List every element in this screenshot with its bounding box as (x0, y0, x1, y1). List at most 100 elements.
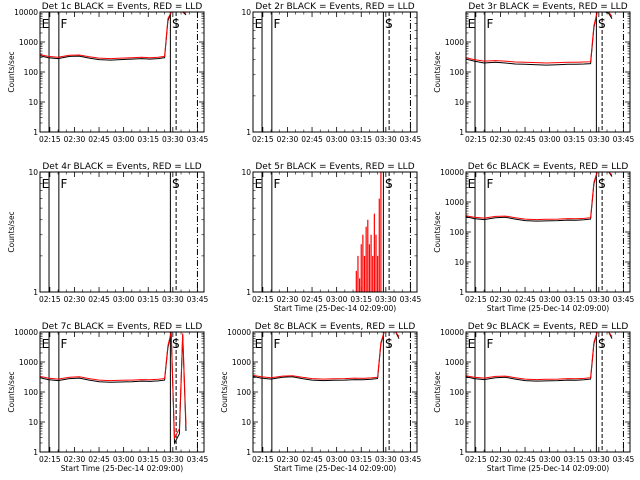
plot-area (466, 12, 613, 66)
y-tick-label: 1 (33, 448, 38, 457)
panel-title: Det 2r BLACK = Events, RED = LLD (255, 2, 414, 12)
x-tick-label: 02:15 (465, 455, 487, 464)
plot-area (40, 332, 187, 445)
events-line (466, 12, 613, 66)
marker-letter: F (61, 337, 68, 351)
panel-title: Det 3r BLACK = Events, RED = LLD (468, 2, 627, 12)
marker-letter: S (598, 177, 606, 191)
panel-det-2: Det 2r BLACK = Events, RED = LLD 1 10 02:15… (241, 2, 421, 144)
x-axis-label: Start Time (25-Dec-14 02:09:00) (274, 304, 396, 313)
x-tick-label: 03:45 (187, 135, 209, 144)
x-tick-label: 02:15 (252, 135, 274, 144)
y-tick-label: 10 (241, 168, 251, 177)
panel-title: Det 1c BLACK = Events, RED = LLD (42, 2, 203, 12)
panel-det-5: Det 5r BLACK = Events, RED = LLD 1 10 02:15… (241, 162, 421, 313)
marker-letter: E (255, 337, 263, 351)
y-tick-label: 100 (24, 388, 39, 397)
y-tick-label: 100 (450, 388, 465, 397)
marker-letter: S (172, 17, 180, 31)
marker-letter: S (172, 177, 180, 191)
events-line (253, 332, 400, 382)
plot-area (253, 332, 400, 382)
y-tick-label: 10000 (14, 328, 38, 337)
marker-letter: F (61, 177, 68, 191)
x-tick-label: 03:15 (350, 455, 372, 464)
marker-letter: F (487, 17, 494, 31)
plot-frame (252, 11, 418, 133)
marker-letter: E (468, 337, 476, 351)
y-tick-label: 10 (241, 8, 251, 17)
y-tick-label: 10 (28, 98, 38, 107)
lld-line (466, 332, 613, 381)
events-line (40, 12, 187, 61)
x-tick-label: 02:15 (39, 295, 61, 304)
y-axis-label: Counts/sec (7, 211, 16, 252)
x-tick-label: 02:45 (301, 455, 323, 464)
plot-frame (465, 171, 631, 293)
y-tick-label: 10 (28, 168, 38, 177)
x-tick-label: 03:00 (539, 295, 561, 304)
x-tick-label: 02:45 (301, 135, 323, 144)
panel-det-9: Det 9c BLACK = Events, RED = LLD 1 10 100 10… (433, 322, 634, 473)
y-axis-label: Counts/sec (7, 51, 16, 92)
x-tick-label: 03:00 (113, 295, 135, 304)
y-tick-label: 10 (454, 258, 464, 267)
x-axis-label: Start Time (25-Dec-14 02:09:00) (274, 464, 396, 473)
marker-letter: E (468, 177, 476, 191)
x-tick-label: 03:15 (137, 455, 159, 464)
marker-letter: F (487, 177, 494, 191)
y-tick-label: 10000 (440, 168, 464, 177)
x-tick-label: 03:15 (350, 295, 372, 304)
marker-letter: E (255, 177, 263, 191)
y-axis-label: Counts/sec (7, 371, 16, 412)
x-tick-label: 03:00 (539, 135, 561, 144)
panel-det-8: Det 8c BLACK = Events, RED = LLD 1 10 100 10… (220, 322, 421, 473)
panel-det-4: Det 4r BLACK = Events, RED = LLD 1 10 02:15… (7, 162, 208, 304)
y-tick-label: 100 (450, 228, 465, 237)
y-tick-label: 1 (246, 448, 251, 457)
marker-letter: S (598, 17, 606, 31)
x-tick-label: 02:15 (252, 295, 274, 304)
y-tick-label: 10 (454, 418, 464, 427)
x-axis-label: Start Time (25-Dec-14 02:09:00) (487, 304, 609, 313)
x-tick-label: 03:00 (113, 455, 135, 464)
y-tick-label: 1 (33, 288, 38, 297)
x-tick-label: 03:15 (137, 295, 159, 304)
y-tick-label: 10000 (227, 328, 251, 337)
x-tick-label: 03:15 (563, 455, 585, 464)
plot-area (40, 12, 187, 61)
marker-letter: S (385, 337, 393, 351)
y-tick-label: 10000 (14, 8, 38, 17)
marker-letter: S (385, 177, 393, 191)
lld-line (40, 332, 187, 440)
plot-frame (39, 11, 205, 133)
x-tick-label: 03:15 (137, 135, 159, 144)
marker-letter: E (42, 17, 50, 31)
x-tick-label: 03:45 (400, 295, 422, 304)
x-tick-label: 03:30 (588, 135, 610, 144)
x-tick-label: 02:30 (490, 455, 512, 464)
x-tick-label: 02:15 (39, 455, 61, 464)
x-tick-label: 03:00 (113, 135, 135, 144)
x-tick-label: 02:30 (490, 135, 512, 144)
plot-area (466, 332, 613, 382)
y-tick-label: 10 (241, 418, 251, 427)
panel-title: Det 6c BLACK = Events, RED = LLD (468, 162, 629, 172)
x-tick-label: 03:45 (613, 295, 635, 304)
plot-frame (465, 331, 631, 453)
x-tick-label: 03:30 (375, 455, 397, 464)
lld-line (253, 332, 400, 380)
y-tick-label: 1 (246, 288, 251, 297)
marker-letter: E (468, 17, 476, 31)
x-tick-label: 02:45 (514, 295, 536, 304)
events-line (466, 332, 613, 382)
y-axis-label: Counts/sec (220, 371, 229, 412)
x-tick-label: 02:30 (64, 455, 86, 464)
panel-title: Det 7c BLACK = Events, RED = LLD (42, 322, 203, 332)
y-tick-label: 1000 (19, 38, 38, 47)
y-tick-label: 1 (246, 128, 251, 137)
y-tick-label: 1000 (232, 358, 251, 367)
x-tick-label: 03:30 (375, 295, 397, 304)
y-tick-label: 1 (459, 448, 464, 457)
